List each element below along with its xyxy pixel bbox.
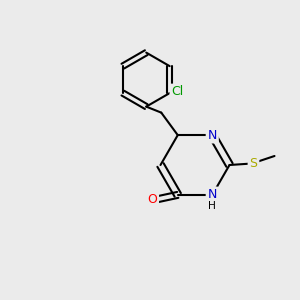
Text: S: S: [250, 157, 257, 170]
Text: H: H: [208, 201, 216, 211]
Text: N: N: [208, 129, 217, 142]
Text: O: O: [147, 193, 157, 206]
Text: N: N: [208, 188, 217, 201]
Text: Cl: Cl: [171, 85, 183, 98]
